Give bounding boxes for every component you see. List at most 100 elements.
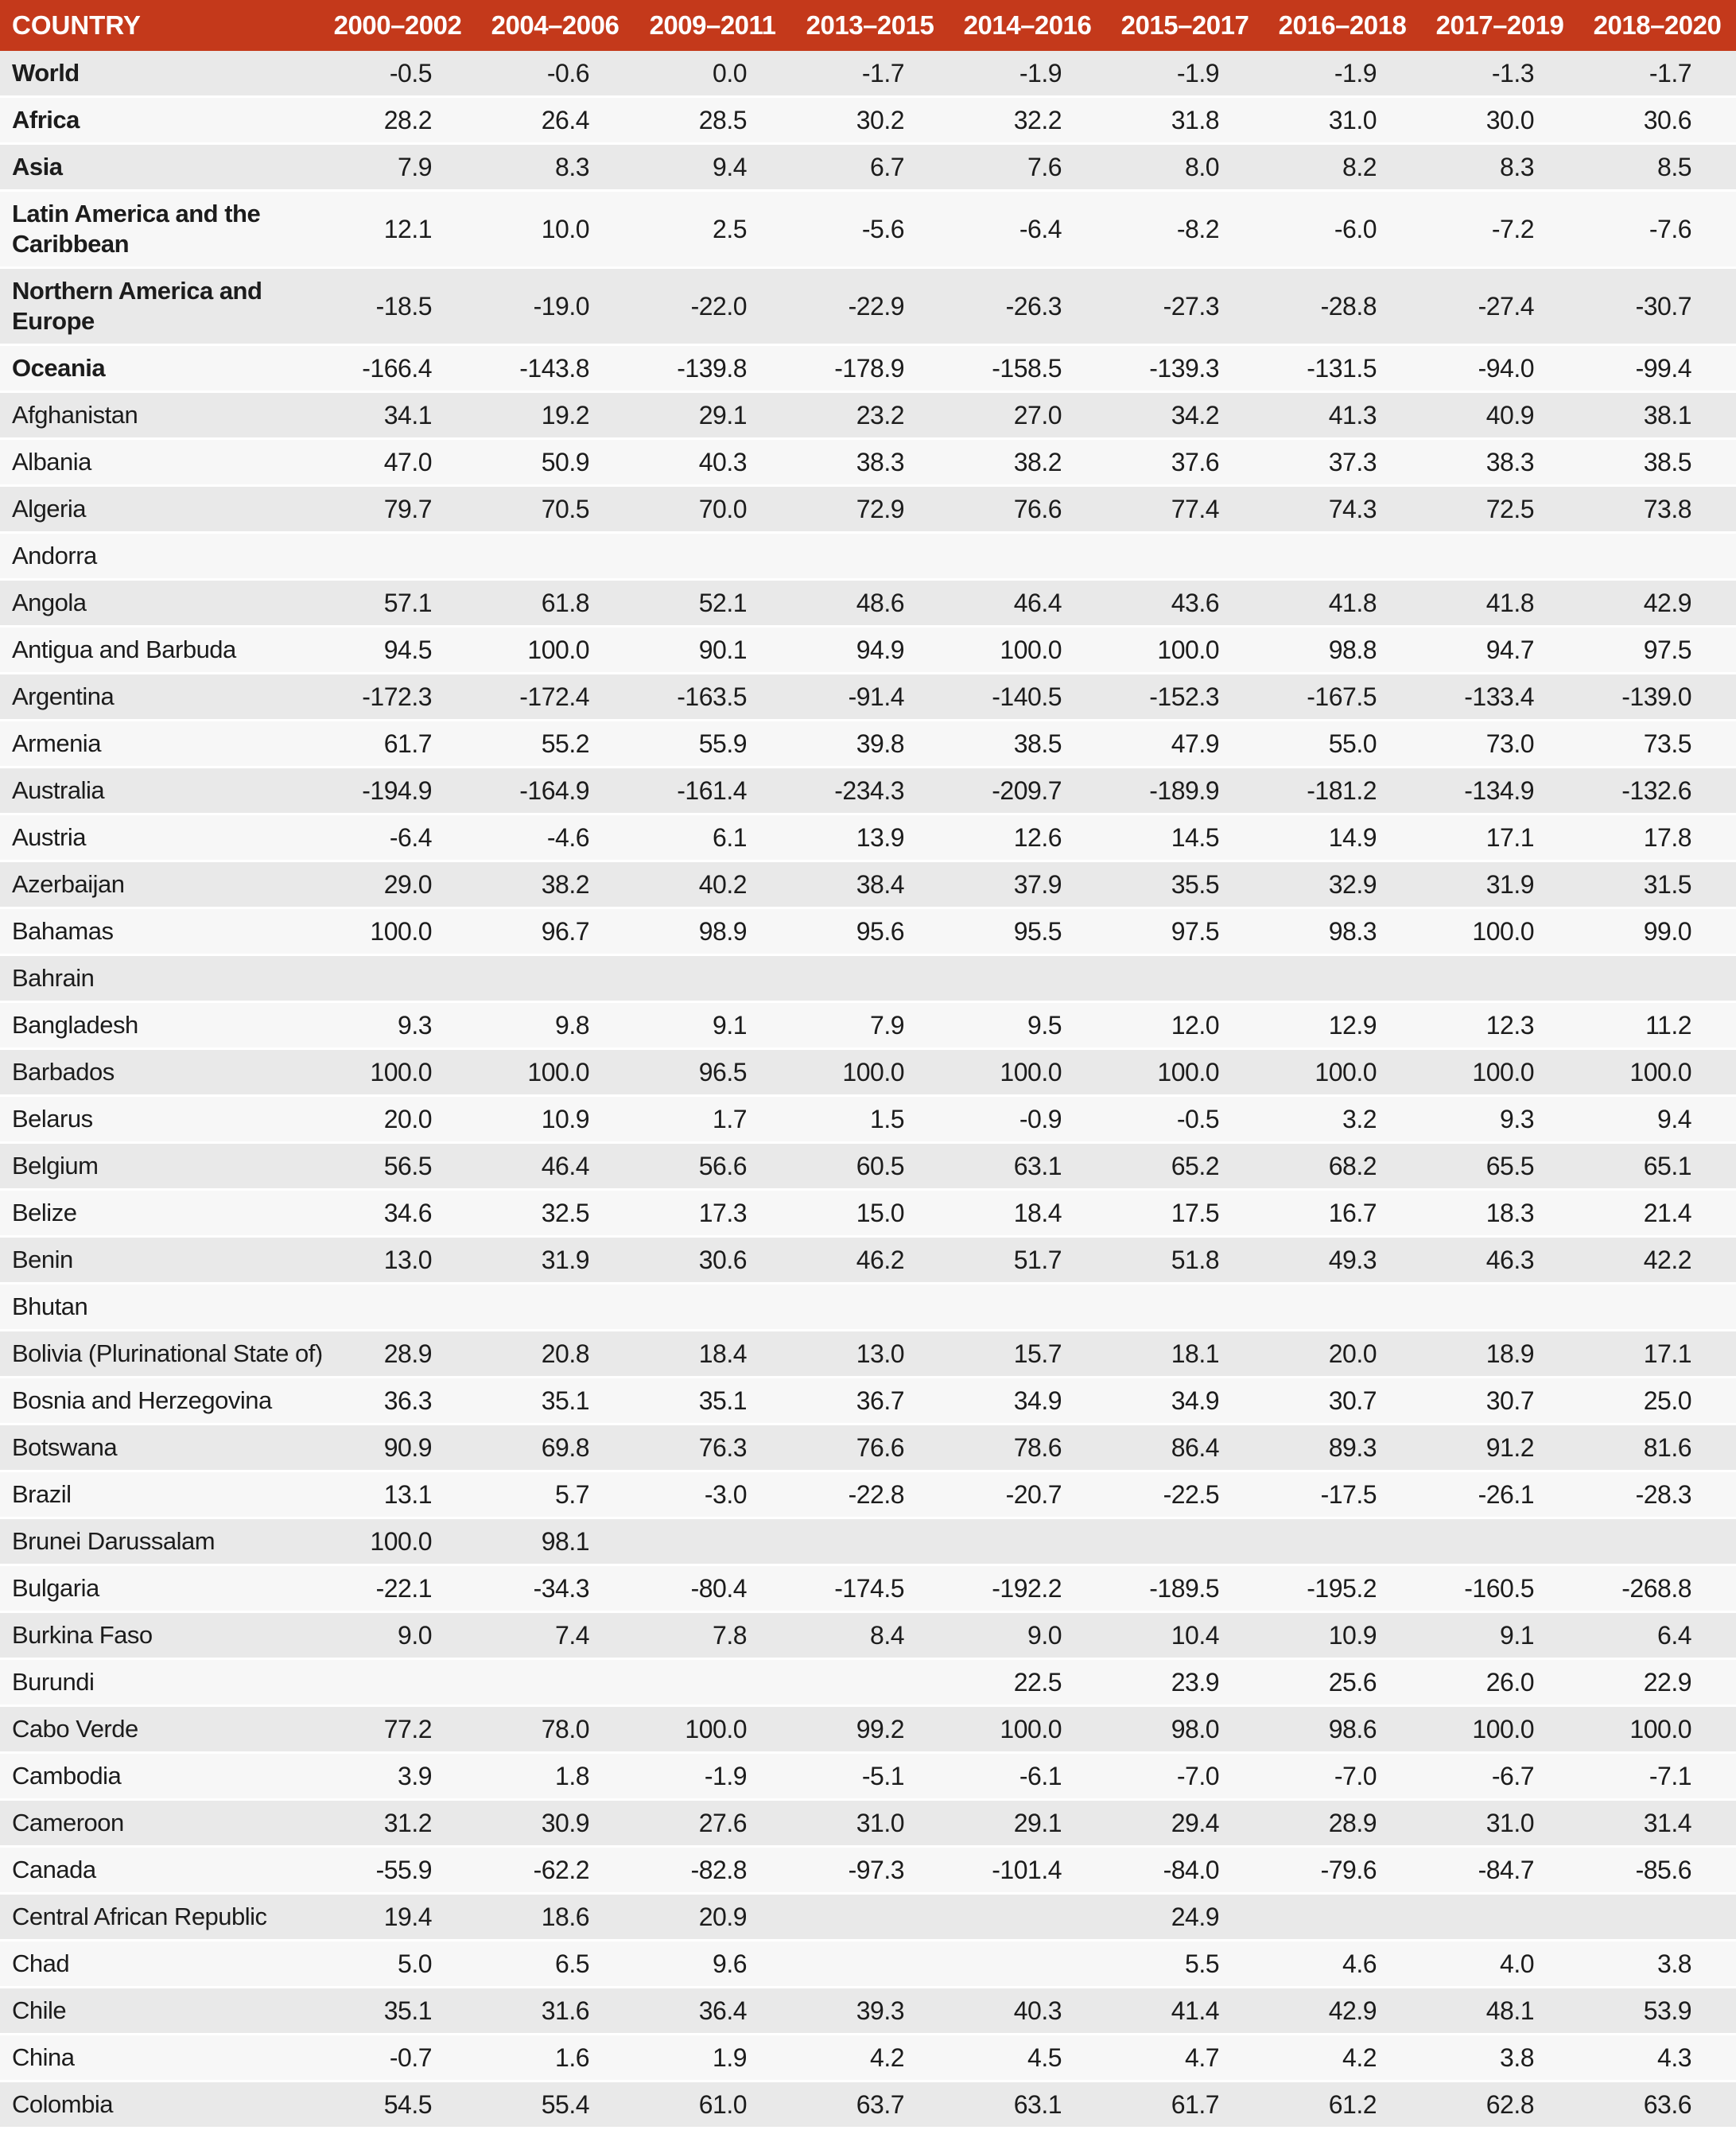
value-cell: 51.8 (1106, 1236, 1264, 1285)
value-cell: 73.0 (1421, 720, 1579, 768)
value-cell: 29.1 (634, 391, 791, 440)
country-cell: Botswana (0, 1424, 319, 1472)
value-cell: 100.0 (476, 626, 634, 674)
value-cell: 6.1 (634, 814, 791, 862)
year-column-header: 2017–2019 (1421, 0, 1579, 51)
value-cell: -6.4 (949, 190, 1106, 269)
table-row: Andorra (0, 532, 1736, 581)
value-cell: -27.4 (1421, 267, 1579, 346)
table-row: Bahrain (0, 954, 1736, 1003)
value-cell: 54.5 (319, 2081, 476, 2129)
table-row: Colombia 54.5 55.4 61.0 63.7 63.1 61.7 61.2 62.8… (0, 2081, 1736, 2129)
value-cell (1421, 1518, 1579, 1566)
value-cell: -20.7 (949, 1471, 1106, 1519)
value-cell: 11.2 (1579, 1001, 1736, 1050)
value-cell: -4.6 (476, 814, 634, 862)
table-row: Armenia 61.7 55.2 55.9 39.8 38.5 47.9 55.0 73.0 7… (0, 720, 1736, 768)
table-row: Belarus 20.0 10.9 1.7 1.5 -0.9 -0.5 3.2 9.3 9.4 (0, 1095, 1736, 1144)
value-cell: 100.0 (791, 1048, 949, 1097)
value-cell: 96.7 (476, 908, 634, 956)
value-cell: 30.7 (1264, 1377, 1421, 1425)
value-cell: 47.0 (319, 438, 476, 487)
value-cell: 38.4 (791, 861, 949, 909)
value-cell (319, 1658, 476, 1707)
value-cell (791, 1518, 949, 1566)
value-cell: 29.0 (319, 861, 476, 909)
table-row: China -0.7 1.6 1.9 4.2 4.5 4.7 4.2 3.8 4.3 (0, 2034, 1736, 2082)
value-cell: 76.6 (791, 1424, 949, 1472)
value-cell: 22.9 (1579, 1658, 1736, 1707)
country-cell: Armenia (0, 720, 319, 768)
year-column-header: 2015–2017 (1106, 0, 1264, 51)
value-cell (949, 954, 1106, 1003)
table-row: Burundi 22.5 23.9 25.6 26.0 22.9 (0, 1658, 1736, 1707)
value-cell: 5.7 (476, 1471, 634, 1519)
value-cell: 9.4 (1579, 1095, 1736, 1144)
value-cell: -101.4 (949, 1846, 1106, 1895)
country-cell: Cameroon (0, 1799, 319, 1848)
value-cell: 10.9 (476, 1095, 634, 1144)
value-cell: 35.1 (634, 1377, 791, 1425)
value-cell: 18.3 (1421, 1189, 1579, 1238)
value-cell: 42.9 (1264, 1987, 1421, 2035)
value-cell (1264, 1283, 1421, 1331)
value-cell (1106, 1283, 1264, 1331)
value-cell: -195.2 (1264, 1564, 1421, 1613)
value-cell: -0.5 (1106, 1095, 1264, 1144)
value-cell: 36.7 (791, 1377, 949, 1425)
value-cell: 65.2 (1106, 1142, 1264, 1191)
value-cell: 9.1 (634, 1001, 791, 1050)
value-cell: 10.9 (1264, 1611, 1421, 1660)
value-cell: -28.8 (1264, 267, 1421, 346)
country-cell: Bosnia and Herzegovina (0, 1377, 319, 1425)
value-cell: 17.3 (634, 1189, 791, 1238)
value-cell: 72.5 (1421, 485, 1579, 534)
value-cell: 25.6 (1264, 1658, 1421, 1707)
value-cell: -94.0 (1421, 344, 1579, 393)
value-cell: 100.0 (949, 1048, 1106, 1097)
value-cell: 49.3 (1264, 1236, 1421, 1285)
value-cell: 78.0 (476, 1705, 634, 1754)
value-cell: 32.2 (949, 96, 1106, 145)
value-cell (1264, 1518, 1421, 1566)
value-cell: 52.1 (634, 579, 791, 628)
value-cell: -8.2 (1106, 190, 1264, 269)
table-row: Canada -55.9 -62.2 -82.8 -97.3 -101.4 -84.0 -79… (0, 1846, 1736, 1895)
value-cell: -79.6 (1264, 1846, 1421, 1895)
value-cell: 4.5 (949, 2034, 1106, 2082)
country-cell: Albania (0, 438, 319, 487)
value-cell: 31.9 (476, 1236, 634, 1285)
value-cell: -7.2 (1421, 190, 1579, 269)
value-cell: 8.2 (1264, 143, 1421, 192)
value-cell: 5.5 (1106, 1940, 1264, 1988)
value-cell: 77.4 (1106, 485, 1264, 534)
value-cell: 97.5 (1579, 626, 1736, 674)
value-cell: -172.3 (319, 673, 476, 721)
table-row: Azerbaijan 29.0 38.2 40.2 38.4 37.9 35.5 32.9 31… (0, 861, 1736, 909)
value-cell: 100.0 (1264, 1048, 1421, 1097)
value-cell: 94.7 (1421, 626, 1579, 674)
table-row: World -0.5 -0.6 0.0 -1.7 -1.9 -1.9 -1.9 -1.3 -1.7 (0, 51, 1736, 98)
value-cell: 98.3 (1264, 908, 1421, 956)
value-cell: 27.0 (949, 391, 1106, 440)
value-cell: 30.0 (1421, 96, 1579, 145)
value-cell: 9.3 (319, 1001, 476, 1050)
value-cell: 38.3 (791, 438, 949, 487)
table-row: Chad 5.0 6.5 9.6 5.5 4.6 4.0 3.8 (0, 1940, 1736, 1988)
value-cell: -17.5 (1264, 1471, 1421, 1519)
value-cell: -139.3 (1106, 344, 1264, 393)
value-cell: -97.3 (791, 1846, 949, 1895)
value-cell (319, 1283, 476, 1331)
value-cell: 28.2 (319, 96, 476, 145)
value-cell: 20.9 (634, 1893, 791, 1941)
value-cell: 15.0 (791, 1189, 949, 1238)
year-column-header: 2014–2016 (949, 0, 1106, 51)
value-cell: 98.0 (1106, 1705, 1264, 1754)
value-cell: 100.0 (949, 1705, 1106, 1754)
value-cell (1421, 1283, 1579, 1331)
value-cell: 61.7 (1106, 2081, 1264, 2129)
value-cell: 9.3 (1421, 1095, 1579, 1144)
value-cell: 95.5 (949, 908, 1106, 956)
value-cell: 40.2 (634, 861, 791, 909)
